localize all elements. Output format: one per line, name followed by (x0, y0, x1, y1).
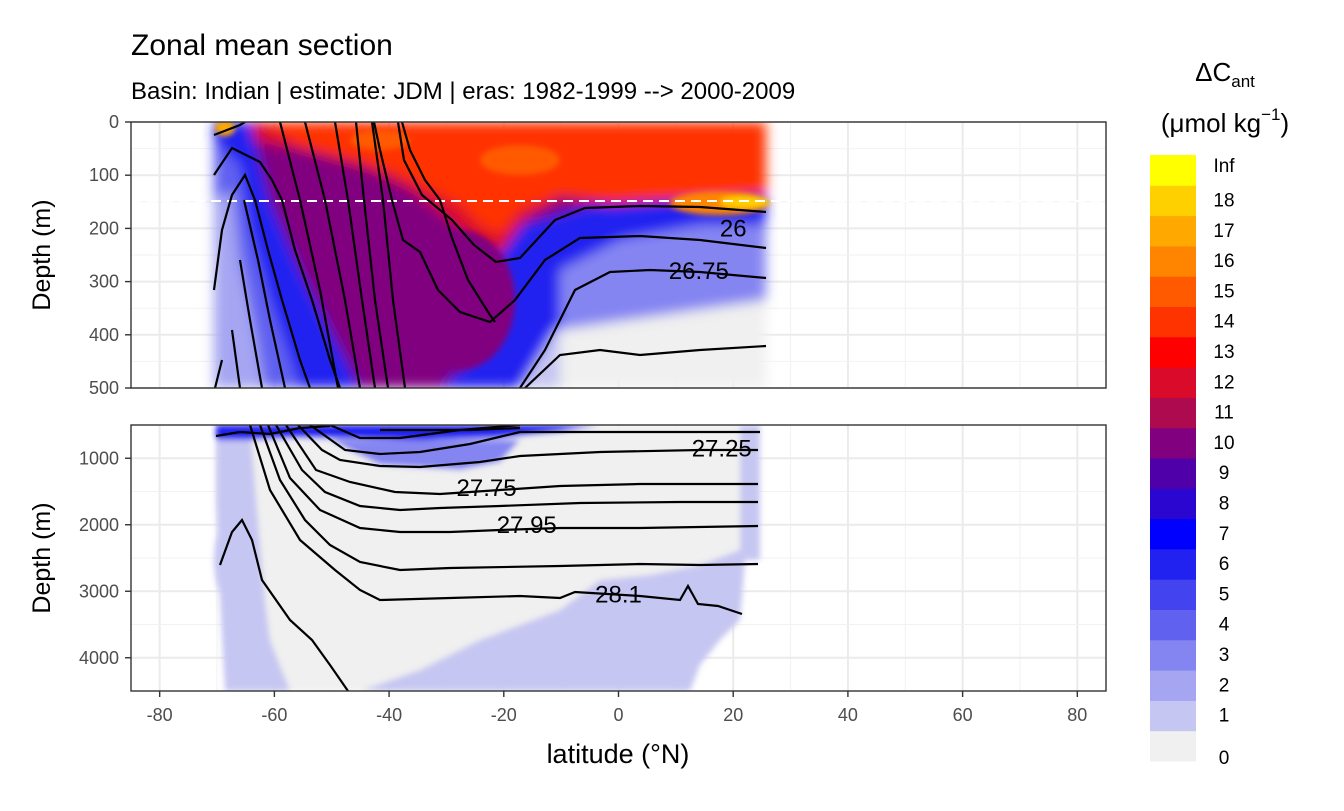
legend-label: 4 (1219, 615, 1230, 636)
x-tick-label: 40 (838, 705, 858, 725)
legend-label: 13 (1213, 342, 1234, 363)
legend-label: 10 (1213, 433, 1234, 454)
isopycnal-label: 26 (720, 215, 747, 242)
legend-swatch (1150, 276, 1196, 307)
y-tick-label: 3000 (79, 581, 119, 601)
legend-title-exponent: −1 (1261, 105, 1280, 124)
x-tick-label: 60 (953, 705, 973, 725)
legend-swatch (1150, 245, 1196, 277)
legend-swatch (1150, 730, 1196, 762)
isopycnal-label: 27.25 (692, 435, 752, 462)
y-tick-label: 500 (89, 378, 119, 398)
legend-label: 8 (1219, 493, 1230, 514)
lower-panel-y-axis: 1000 2000 3000 4000 (79, 448, 131, 668)
legend-label: 14 (1213, 312, 1235, 333)
chart-subtitle: Basin: Indian | estimate: JDM | eras: 19… (131, 78, 795, 105)
legend-label: 9 (1219, 463, 1230, 484)
isopycnal-label: 26.75 (669, 258, 729, 285)
y-tick-label: 100 (89, 165, 119, 185)
legend-swatch (1150, 336, 1196, 368)
upper-panel-border (130, 121, 1107, 389)
legend-label: 12 (1213, 372, 1234, 393)
legend-title-symbol: ΔC (1195, 57, 1231, 87)
legend-label: 0 (1219, 748, 1230, 769)
legend-label: 7 (1219, 524, 1230, 545)
upper-panel (130, 121, 1107, 389)
legend-label: 6 (1219, 554, 1230, 575)
legend-swatch (1150, 367, 1196, 398)
legend-swatch (1150, 397, 1196, 429)
legend-swatch (1150, 548, 1196, 580)
legend-title-unit: (μmol kg (1161, 108, 1261, 138)
legend-swatch (1150, 306, 1196, 338)
legend-label: 18 (1213, 190, 1234, 211)
legend-title-close: ) (1280, 108, 1289, 138)
upper-panel-contour-fill (131, 122, 1106, 388)
isopycnal-label: 27.95 (497, 512, 557, 539)
y-tick-label: 400 (89, 325, 119, 345)
y-tick-label: 2000 (79, 515, 119, 535)
isopycnal-label: 28.1 (595, 582, 642, 609)
legend-swatch (1150, 427, 1196, 459)
x-axis: -80 -60 -40 -20 0 20 40 60 80 (147, 691, 1087, 725)
legend-swatch (1150, 700, 1196, 732)
legend-label: 1 (1219, 706, 1230, 727)
y-tick-label: 4000 (79, 648, 119, 668)
legend-label: 16 (1213, 251, 1234, 272)
legend-swatch (1150, 609, 1196, 641)
upper-panel-isopycnals (212, 122, 767, 388)
legend-label: 5 (1219, 584, 1230, 605)
legend-swatch (1150, 670, 1196, 701)
legend-swatch (1150, 185, 1196, 217)
x-tick-label: 0 (613, 705, 623, 725)
legend-label: Inf (1213, 156, 1235, 177)
legend-title-line2: (μmol kg−1) (1161, 105, 1289, 138)
legend-label: 17 (1213, 221, 1234, 242)
lower-panel-isopycnals (215, 425, 760, 691)
x-tick-label: -40 (376, 705, 402, 725)
y-tick-label: 200 (89, 218, 119, 238)
upper-panel-y-axis: 0 100 200 300 400 500 (89, 112, 131, 398)
x-tick-label: 20 (723, 705, 743, 725)
x-tick-label: -80 (147, 705, 173, 725)
x-tick-label: -60 (261, 705, 287, 725)
legend-swatch (1150, 458, 1196, 489)
legend-title-line1: ΔCant (1195, 57, 1255, 91)
lower-panel-contour-fill (214, 425, 760, 691)
chart-title: Zonal mean section (131, 29, 393, 62)
x-tick-label: -20 (491, 705, 517, 725)
lower-panel (130, 424, 1107, 692)
x-tick-label: 80 (1067, 705, 1087, 725)
legend-label: 3 (1219, 645, 1230, 666)
y-tick-label: 0 (109, 112, 119, 132)
lower-panel-y-axis-title: Depth (m) (28, 502, 56, 613)
isopycnal-labels: 26 26.75 27.25 27.75 27.95 28.1 (457, 215, 752, 608)
legend-label: 11 (1214, 403, 1234, 424)
legend: ΔCant (μmol kg−1) 0123456789101112131415… (1150, 57, 1289, 769)
y-tick-label: 1000 (79, 448, 119, 468)
isopycnal-label: 27.75 (457, 475, 517, 502)
legend-swatch (1150, 579, 1196, 610)
legend-swatch (1150, 639, 1196, 671)
legend-swatch (1150, 215, 1196, 247)
legend-title-subscript: ant (1231, 72, 1255, 91)
x-axis-title: latitude (°N) (547, 739, 690, 769)
legend-label: 15 (1213, 281, 1234, 302)
legend-label: 2 (1219, 675, 1230, 696)
legend-swatch (1150, 488, 1196, 520)
legend-swatch (1150, 155, 1196, 186)
legend-swatch (1150, 518, 1196, 550)
upper-panel-y-axis-title: Depth (m) (28, 199, 56, 310)
y-tick-label: 300 (89, 272, 119, 292)
